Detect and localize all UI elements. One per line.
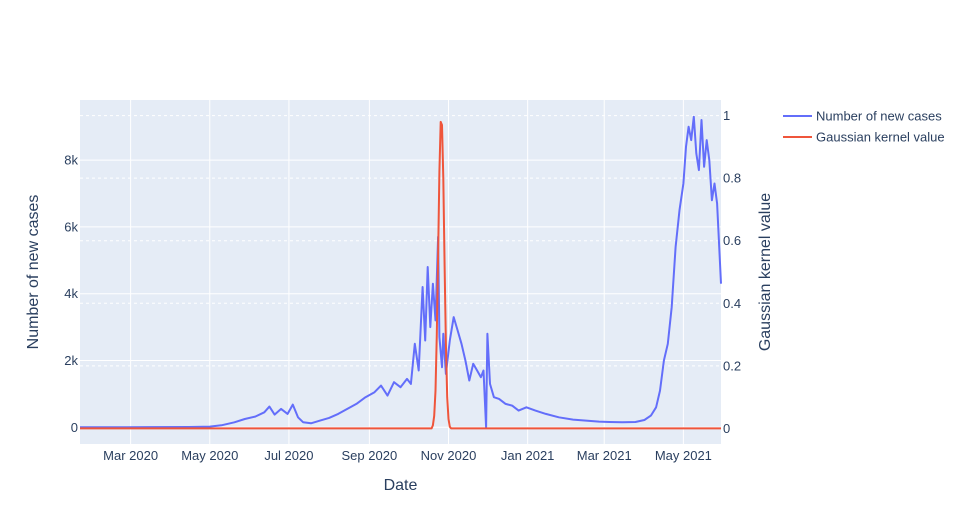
legend-label-gaussian-kernel: Gaussian kernel value bbox=[816, 130, 945, 145]
legend-item-gaussian-kernel[interactable]: Gaussian kernel value bbox=[783, 130, 945, 145]
x-tick-label: Mar 2021 bbox=[577, 448, 632, 463]
y-tick-label: 6k bbox=[64, 219, 78, 234]
series-gaussian-kernel-line bbox=[80, 120, 721, 430]
y2-tick-label: 0 bbox=[723, 421, 730, 436]
series-layer bbox=[80, 115, 722, 430]
legend-label-new-cases: Number of new cases bbox=[816, 109, 942, 124]
y2-axis-ticks: 0 0.2 0.4 0.6 0.8 1 bbox=[723, 108, 741, 436]
x-tick-label: Jul 2020 bbox=[264, 448, 313, 463]
y-tick-label: 4k bbox=[64, 286, 78, 301]
x-tick-label: Jan 2021 bbox=[501, 448, 555, 463]
x-tick-label: Sep 2020 bbox=[342, 448, 398, 463]
series-new-cases-line bbox=[80, 115, 722, 429]
y2-tick-label: 0.2 bbox=[723, 358, 741, 373]
y-tick-label: 8k bbox=[64, 153, 78, 168]
y2-tick-label: 0.8 bbox=[723, 171, 741, 186]
y-axis-ticks: 0 2k 4k 6k 8k bbox=[64, 153, 78, 435]
y-tick-label: 0 bbox=[71, 420, 78, 435]
x-axis-ticks: Mar 2020 May 2020 Jul 2020 Sep 2020 Nov 2020… bbox=[103, 448, 712, 463]
y2-tick-label: 0.6 bbox=[723, 233, 741, 248]
legend[interactable]: Number of new cases Gaussian kernel valu… bbox=[783, 109, 945, 145]
y-axis-title: Number of new cases bbox=[25, 195, 42, 350]
x-tick-label: May 2020 bbox=[181, 448, 238, 463]
plot-background bbox=[80, 100, 721, 444]
y2-tick-label: 0.4 bbox=[723, 296, 741, 311]
x-tick-label: Mar 2020 bbox=[103, 448, 158, 463]
x-axis-title: Date bbox=[384, 477, 418, 494]
y2-axis-title: Gaussian kernel value bbox=[757, 193, 774, 351]
x-tick-label: May 2021 bbox=[655, 448, 712, 463]
y2-tick-label: 1 bbox=[723, 108, 730, 123]
x-tick-label: Nov 2020 bbox=[421, 448, 477, 463]
y-tick-label: 2k bbox=[64, 353, 78, 368]
legend-item-new-cases[interactable]: Number of new cases bbox=[783, 109, 942, 124]
grid bbox=[80, 100, 721, 444]
